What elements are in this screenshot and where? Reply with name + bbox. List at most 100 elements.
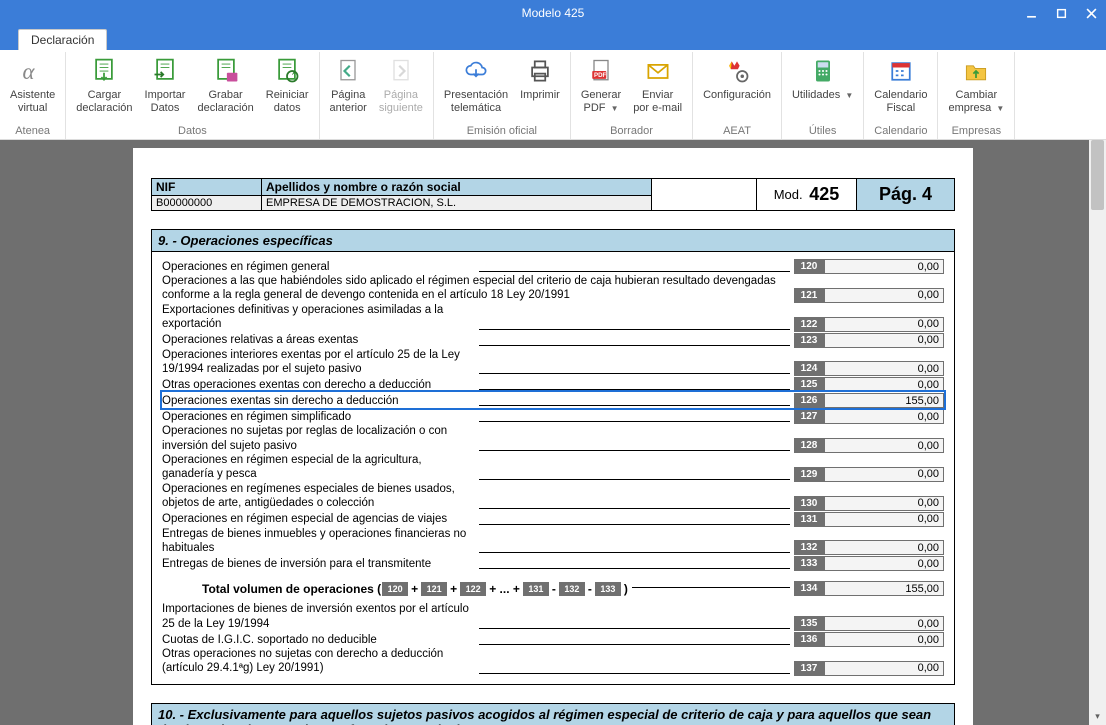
tab-declaracion[interactable]: Declaración bbox=[18, 29, 107, 50]
page-next-icon bbox=[385, 55, 417, 87]
scrollbar-thumb[interactable] bbox=[1091, 140, 1104, 210]
cambiar-emp-button[interactable]: Cambiarempresa ▼ bbox=[942, 52, 1010, 124]
form-row-132: Entregas de bienes inmuebles y operacion… bbox=[162, 527, 944, 556]
code-130: 130 bbox=[794, 496, 824, 511]
ribbon-group: CalendarioFiscalCalendario bbox=[864, 52, 938, 139]
nif-value: B00000000 bbox=[152, 196, 261, 210]
code-128: 128 bbox=[794, 438, 824, 453]
close-button[interactable] bbox=[1076, 0, 1106, 26]
titlebar: Modelo 425 bbox=[0, 0, 1106, 26]
form-row-137: Otras operaciones no sujetas con derecho… bbox=[162, 647, 944, 676]
utilidades-button[interactable]: Utilidades ▼ bbox=[786, 52, 859, 124]
ribbon-label: Cargardeclaración bbox=[76, 89, 132, 114]
vertical-scrollbar[interactable]: ▾ bbox=[1089, 140, 1106, 725]
grabar-button[interactable]: Grabardeclaración bbox=[191, 52, 259, 124]
field-133[interactable]: 0,00 bbox=[824, 556, 944, 571]
field-126[interactable]: 155,00 bbox=[824, 393, 944, 408]
row-label: Otras operaciones no sujetas con derecho… bbox=[162, 647, 477, 676]
form-row-123: Operaciones relativas a áreas exentas123… bbox=[162, 332, 944, 348]
window-title: Modelo 425 bbox=[522, 6, 585, 20]
mail-icon bbox=[642, 55, 674, 87]
pag-ant-button[interactable]: Páginaanterior bbox=[324, 52, 373, 136]
asistente-button[interactable]: αAsistentevirtual bbox=[4, 52, 61, 124]
row-label: Operaciones interiores exentas por el ar… bbox=[162, 348, 477, 377]
importar-button[interactable]: ImportarDatos bbox=[139, 52, 192, 124]
config-button[interactable]: Configuración bbox=[697, 52, 777, 124]
code-120: 120 bbox=[794, 259, 824, 274]
gen-pdf-button[interactable]: PDFGenerarPDF ▼ bbox=[575, 52, 627, 124]
form-row-136: Cuotas de I.G.I.C. soportado no deducibl… bbox=[162, 631, 944, 647]
section-9: 9. - Operaciones específicas Operaciones… bbox=[151, 229, 955, 685]
form-row-126: Operaciones exentas sin derecho a deducc… bbox=[162, 392, 944, 408]
field-120[interactable]: 0,00 bbox=[824, 259, 944, 274]
code-126: 126 bbox=[794, 393, 824, 408]
field-122[interactable]: 0,00 bbox=[824, 317, 944, 332]
total-row: Total volumen de operaciones (120+121+12… bbox=[162, 581, 944, 596]
row-label: Operaciones a las que habiéndoles sido a… bbox=[162, 274, 790, 303]
ribbon-label: Presentacióntelemática bbox=[444, 89, 508, 114]
form-row-120: Operaciones en régimen general 1200,00 bbox=[162, 258, 944, 274]
form-header: NIF B00000000 Apellidos y nombre o razón… bbox=[151, 178, 955, 211]
ribbon-group-label: Útiles bbox=[786, 124, 859, 139]
gear-badge-icon bbox=[721, 55, 753, 87]
code-122: 122 bbox=[794, 317, 824, 332]
scrollbar-down-arrow[interactable]: ▾ bbox=[1089, 708, 1106, 725]
presentacion-button[interactable]: Presentacióntelemática bbox=[438, 52, 514, 124]
field-130[interactable]: 0,00 bbox=[824, 496, 944, 511]
calc-icon bbox=[807, 55, 839, 87]
ribbon-label: ImportarDatos bbox=[145, 89, 186, 114]
doc-in-icon bbox=[149, 55, 181, 87]
field-123[interactable]: 0,00 bbox=[824, 333, 944, 348]
code-132: 132 bbox=[794, 540, 824, 555]
form-row-121: Operaciones a las que habiéndoles sido a… bbox=[162, 274, 944, 303]
code-121: 121 bbox=[794, 288, 824, 303]
form-row-122: Exportaciones definitivas y operaciones … bbox=[162, 303, 944, 332]
ribbon-group-label: Emisión oficial bbox=[438, 124, 566, 139]
ribbon-label: Cambiarempresa ▼ bbox=[948, 89, 1004, 114]
model-indicator: Mod. 425 bbox=[757, 179, 857, 210]
field-124[interactable]: 0,00 bbox=[824, 361, 944, 376]
ribbon: αAsistentevirtualAteneaCargardeclaración… bbox=[0, 50, 1106, 140]
row-label: Otras operaciones exentas con derecho a … bbox=[162, 378, 477, 392]
tabstrip: Declaración bbox=[0, 26, 1106, 50]
row-label: Operaciones exentas sin derecho a deducc… bbox=[162, 394, 477, 408]
cargar-button[interactable]: Cargardeclaración bbox=[70, 52, 138, 124]
calendar-icon bbox=[885, 55, 917, 87]
field-132[interactable]: 0,00 bbox=[824, 540, 944, 555]
print-icon bbox=[524, 55, 556, 87]
ribbon-group: ConfiguraciónAEAT bbox=[693, 52, 782, 139]
minimize-button[interactable] bbox=[1016, 0, 1046, 26]
field-136[interactable]: 0,00 bbox=[824, 632, 944, 647]
form-row-129: Operaciones en régimen especial de la ag… bbox=[162, 453, 944, 482]
field-129[interactable]: 0,00 bbox=[824, 467, 944, 482]
ribbon-group: Cambiarempresa ▼ Empresas bbox=[938, 52, 1015, 139]
reiniciar-button[interactable]: Reiniciardatos bbox=[260, 52, 315, 124]
field-134[interactable]: 155,00 bbox=[824, 581, 944, 596]
enviar-button[interactable]: Enviarpor e-mail bbox=[627, 52, 688, 124]
ribbon-label: Imprimir bbox=[520, 89, 560, 102]
field-127[interactable]: 0,00 bbox=[824, 409, 944, 424]
field-121[interactable]: 0,00 bbox=[824, 288, 944, 303]
form-row-124: Operaciones interiores exentas por el ar… bbox=[162, 348, 944, 377]
field-131[interactable]: 0,00 bbox=[824, 512, 944, 527]
row-label: Operaciones no sujetas por reglas de loc… bbox=[162, 424, 477, 453]
code-136: 136 bbox=[794, 632, 824, 647]
form-row-128: Operaciones no sujetas por reglas de loc… bbox=[162, 424, 944, 453]
ribbon-group-label: Empresas bbox=[942, 124, 1010, 139]
ribbon-label: Reiniciardatos bbox=[266, 89, 309, 114]
field-125[interactable]: 0,00 bbox=[824, 377, 944, 392]
code-123: 123 bbox=[794, 333, 824, 348]
field-128[interactable]: 0,00 bbox=[824, 438, 944, 453]
doc-down-icon bbox=[88, 55, 120, 87]
field-137[interactable]: 0,00 bbox=[824, 661, 944, 676]
ribbon-label: CalendarioFiscal bbox=[874, 89, 927, 114]
cal-fiscal-button[interactable]: CalendarioFiscal bbox=[868, 52, 933, 124]
pdf-icon: PDF bbox=[585, 55, 617, 87]
field-135[interactable]: 0,00 bbox=[824, 616, 944, 631]
imprimir-button[interactable]: Imprimir bbox=[514, 52, 566, 124]
row-label: Operaciones en régimen general bbox=[162, 260, 477, 274]
ribbon-group: PáginaanteriorPáginasiguiente bbox=[320, 52, 434, 139]
maximize-button[interactable] bbox=[1046, 0, 1076, 26]
ribbon-group-label bbox=[324, 136, 429, 139]
page-prev-icon bbox=[332, 55, 364, 87]
